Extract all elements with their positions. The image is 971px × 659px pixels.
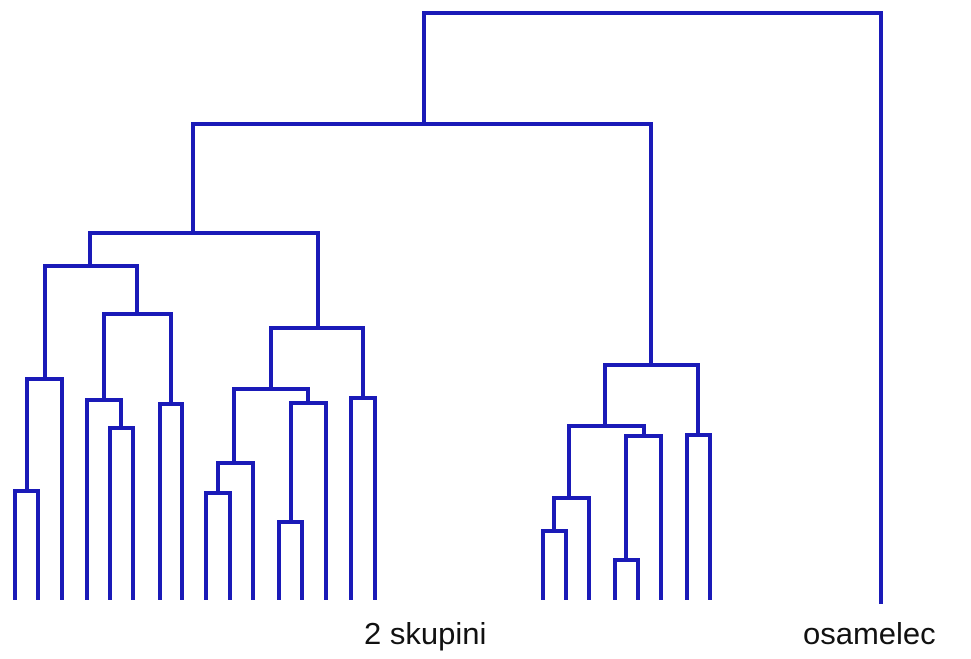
dendrogram-link <box>289 401 328 600</box>
dendrogram-link <box>25 377 64 600</box>
dendrogram-link <box>624 434 663 600</box>
dendrogram-link <box>349 396 377 600</box>
dendrogram-link <box>277 520 304 600</box>
dendrogram-links <box>13 11 883 604</box>
dendrogram-link <box>552 496 591 600</box>
dendrogram-link <box>216 461 255 600</box>
dendrogram-link <box>204 491 232 600</box>
dendrogram-link <box>108 426 135 600</box>
dendrogram-link <box>422 11 883 604</box>
dendrogram-link <box>541 529 568 600</box>
dendrogram-link <box>13 489 40 600</box>
dendrogram-link <box>191 122 653 367</box>
dendrogram-link <box>43 264 139 381</box>
dendrogram-link <box>102 312 173 406</box>
dendrogram-link <box>158 402 184 600</box>
outlier-label: osamelec <box>803 616 936 651</box>
two-groups-label: 2 skupini <box>364 616 487 651</box>
dendrogram-link <box>88 231 320 330</box>
dendrogram-link <box>613 558 640 600</box>
dendrogram-link <box>685 433 712 600</box>
dendrogram-link <box>232 387 310 465</box>
